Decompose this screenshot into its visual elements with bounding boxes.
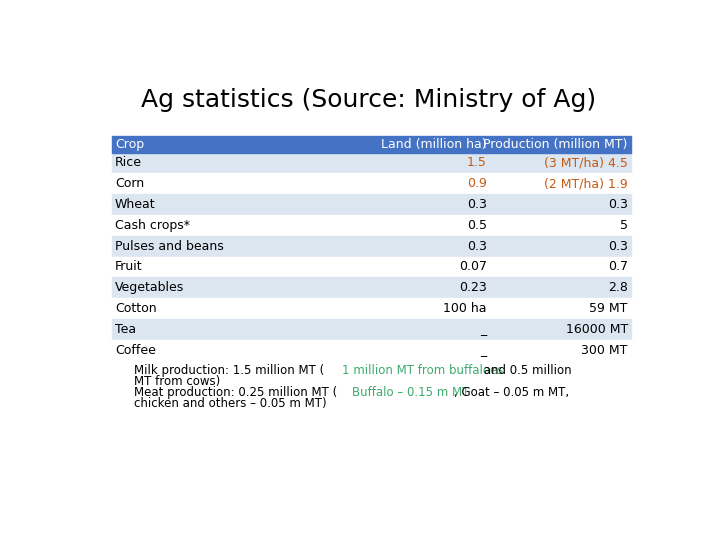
- Text: 0.23: 0.23: [459, 281, 487, 294]
- Text: Buffalo – 0.15 m MT: Buffalo – 0.15 m MT: [351, 386, 469, 399]
- Text: 0.9: 0.9: [467, 177, 487, 190]
- Text: MT from cows): MT from cows): [120, 375, 221, 388]
- Text: 0.5: 0.5: [467, 219, 487, 232]
- Text: 1.5: 1.5: [467, 157, 487, 170]
- Text: Ag statistics (Source: Ministry of Ag): Ag statistics (Source: Ministry of Ag): [141, 88, 597, 112]
- Text: 2.8: 2.8: [608, 281, 628, 294]
- Bar: [112, 136, 631, 153]
- Text: Crop: Crop: [114, 138, 144, 151]
- Bar: [112, 340, 631, 361]
- Text: 1 million MT from buffaloes: 1 million MT from buffaloes: [342, 364, 503, 377]
- Text: 0.3: 0.3: [608, 240, 628, 253]
- Text: 5: 5: [620, 219, 628, 232]
- Text: chicken and others – 0.05 m MT): chicken and others – 0.05 m MT): [120, 397, 327, 410]
- Text: Cotton: Cotton: [114, 302, 156, 315]
- Text: Pulses and beans: Pulses and beans: [114, 240, 223, 253]
- Text: 100 ha: 100 ha: [444, 302, 487, 315]
- Text: 16000 MT: 16000 MT: [566, 323, 628, 336]
- Text: Meat production: 0.25 million MT (: Meat production: 0.25 million MT (: [120, 386, 338, 399]
- Bar: [112, 215, 631, 236]
- Text: Production (million MT): Production (million MT): [483, 138, 628, 151]
- Bar: [112, 319, 631, 340]
- Bar: [112, 236, 631, 256]
- Text: (2 MT/ha) 1.9: (2 MT/ha) 1.9: [544, 177, 628, 190]
- Text: , Goat – 0.05 m MT,: , Goat – 0.05 m MT,: [454, 386, 569, 399]
- Text: Land (million ha): Land (million ha): [381, 138, 487, 151]
- Bar: [112, 153, 631, 173]
- Text: Rice: Rice: [114, 157, 142, 170]
- Text: Milk production: 1.5 million MT (: Milk production: 1.5 million MT (: [120, 364, 325, 377]
- Text: 0.3: 0.3: [467, 240, 487, 253]
- Text: 0.7: 0.7: [608, 260, 628, 273]
- Bar: [112, 278, 631, 298]
- Text: Cash crops*: Cash crops*: [114, 219, 190, 232]
- Text: and 0.5 million: and 0.5 million: [480, 364, 572, 377]
- Text: Corn: Corn: [114, 177, 144, 190]
- Text: 59 MT: 59 MT: [590, 302, 628, 315]
- Text: 0.3: 0.3: [467, 198, 487, 211]
- Text: Vegetables: Vegetables: [114, 281, 184, 294]
- Bar: [112, 173, 631, 194]
- Text: (3 MT/ha) 4.5: (3 MT/ha) 4.5: [544, 157, 628, 170]
- Text: _: _: [480, 343, 487, 356]
- Text: Wheat: Wheat: [114, 198, 156, 211]
- Text: _: _: [480, 323, 487, 336]
- Text: 0.3: 0.3: [608, 198, 628, 211]
- Bar: [112, 298, 631, 319]
- Text: Tea: Tea: [114, 323, 136, 336]
- Text: Coffee: Coffee: [114, 343, 156, 356]
- Bar: [112, 256, 631, 278]
- Text: 0.07: 0.07: [459, 260, 487, 273]
- Bar: [112, 194, 631, 215]
- Text: 300 MT: 300 MT: [582, 343, 628, 356]
- Text: Fruit: Fruit: [114, 260, 143, 273]
